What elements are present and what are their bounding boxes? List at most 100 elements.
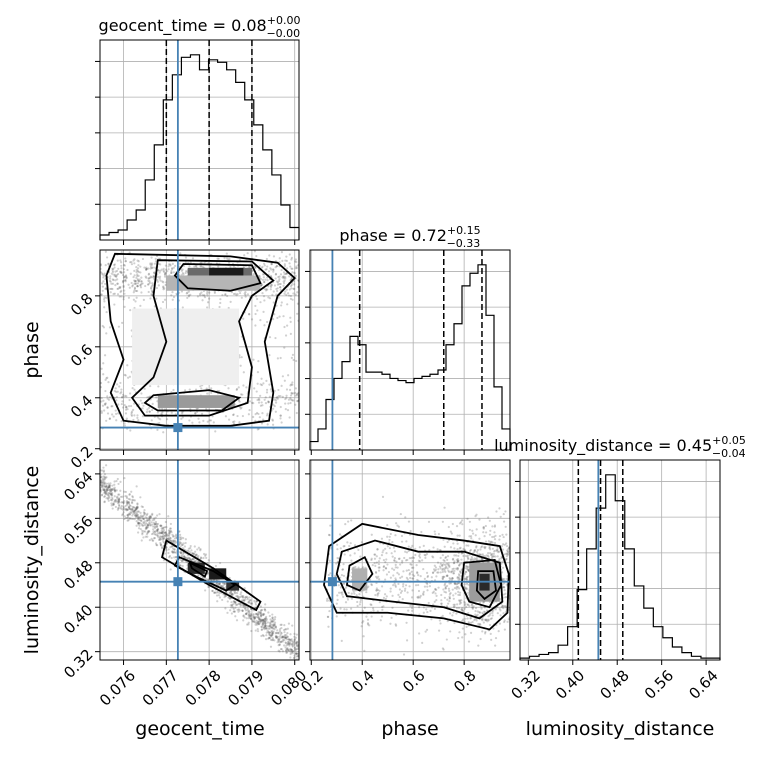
sample-point bbox=[288, 642, 291, 645]
sample-point bbox=[154, 542, 158, 545]
sample-point bbox=[163, 272, 167, 276]
sample-point bbox=[150, 266, 153, 270]
sample-point bbox=[281, 635, 284, 639]
sample-point bbox=[440, 602, 443, 605]
sample-point bbox=[272, 290, 275, 293]
y-tick-label: 0.40 bbox=[60, 601, 96, 637]
sample-point bbox=[363, 649, 366, 652]
sample-point bbox=[389, 622, 392, 625]
sample-point bbox=[458, 570, 462, 573]
sample-point bbox=[180, 551, 183, 554]
sample-point bbox=[136, 289, 139, 293]
sample-point bbox=[203, 296, 207, 299]
sample-point bbox=[274, 636, 278, 639]
sample-point bbox=[478, 518, 481, 521]
sample-point bbox=[103, 476, 106, 479]
sample-point bbox=[227, 306, 230, 310]
sample-point bbox=[229, 265, 232, 269]
sample-point bbox=[264, 289, 268, 292]
sample-point bbox=[270, 268, 273, 271]
sample-point bbox=[452, 611, 455, 614]
sample-point bbox=[173, 540, 176, 543]
sample-point bbox=[188, 556, 191, 560]
sample-point bbox=[113, 500, 116, 503]
sample-point bbox=[202, 556, 205, 560]
sample-point bbox=[476, 550, 479, 553]
sample-point bbox=[254, 304, 257, 308]
sample-point bbox=[135, 276, 138, 279]
sample-point bbox=[135, 265, 138, 269]
sample-point bbox=[293, 656, 296, 659]
sample-point bbox=[475, 528, 478, 531]
sample-point bbox=[215, 579, 218, 582]
sample-point bbox=[113, 488, 116, 491]
sample-point bbox=[112, 292, 115, 296]
sample-point bbox=[242, 371, 245, 374]
sample-point bbox=[128, 506, 131, 509]
sample-point bbox=[159, 263, 162, 266]
sample-point bbox=[129, 308, 132, 312]
sample-point bbox=[416, 571, 419, 574]
sample-point bbox=[443, 569, 446, 572]
sample-point bbox=[159, 524, 162, 527]
sample-point bbox=[370, 583, 373, 587]
sample-point bbox=[121, 281, 125, 284]
sample-point bbox=[355, 594, 358, 597]
x-tick-labels-phase: 0.2 0.4 0.6 0.8 bbox=[297, 666, 479, 696]
sample-point bbox=[443, 506, 446, 509]
sample-point bbox=[136, 503, 139, 506]
sample-point bbox=[204, 553, 208, 556]
sample-point bbox=[456, 561, 459, 564]
sample-point bbox=[456, 559, 459, 563]
sample-point bbox=[464, 570, 467, 574]
sample-point bbox=[265, 634, 268, 637]
sample-point bbox=[148, 517, 151, 520]
x-tick-label: 0.40 bbox=[552, 666, 588, 702]
sample-point bbox=[291, 353, 295, 356]
sample-point bbox=[444, 556, 447, 560]
sample-point bbox=[151, 266, 154, 269]
sample-point bbox=[256, 398, 259, 402]
sample-point bbox=[358, 603, 361, 606]
sample-point bbox=[254, 629, 257, 632]
sample-point bbox=[193, 560, 196, 563]
sample-point bbox=[405, 551, 409, 554]
sample-point bbox=[136, 278, 139, 281]
sample-point bbox=[290, 267, 293, 270]
sample-point bbox=[422, 544, 425, 547]
sample-point bbox=[442, 588, 445, 591]
sample-point bbox=[131, 284, 134, 287]
sample-point bbox=[452, 572, 456, 575]
sample-point bbox=[136, 414, 139, 417]
sample-point bbox=[267, 285, 270, 288]
sample-point bbox=[128, 286, 131, 289]
sample-point bbox=[111, 488, 114, 491]
sample-point bbox=[132, 275, 135, 279]
sample-point bbox=[286, 643, 289, 646]
sample-point bbox=[405, 639, 409, 642]
sample-point bbox=[392, 584, 395, 587]
sample-point bbox=[283, 644, 286, 647]
sample-point bbox=[194, 412, 197, 415]
sample-point bbox=[180, 559, 184, 563]
sample-point bbox=[273, 624, 276, 627]
sample-point bbox=[116, 287, 119, 291]
sample-point bbox=[500, 571, 504, 574]
sample-point bbox=[448, 576, 451, 580]
sample-point bbox=[238, 603, 241, 606]
sample-point bbox=[239, 364, 242, 367]
sample-point bbox=[362, 620, 365, 623]
sample-point bbox=[461, 627, 464, 630]
sample-point bbox=[110, 282, 113, 285]
sample-point bbox=[407, 609, 410, 612]
sample-point bbox=[460, 599, 463, 602]
sample-point bbox=[126, 515, 130, 519]
sample-point bbox=[162, 288, 165, 291]
sample-point bbox=[499, 515, 502, 518]
sample-point bbox=[127, 514, 130, 517]
sample-point bbox=[273, 618, 277, 621]
sample-point bbox=[291, 383, 294, 386]
sample-point bbox=[375, 555, 378, 558]
sample-point bbox=[236, 595, 239, 598]
sample-point bbox=[145, 516, 148, 519]
